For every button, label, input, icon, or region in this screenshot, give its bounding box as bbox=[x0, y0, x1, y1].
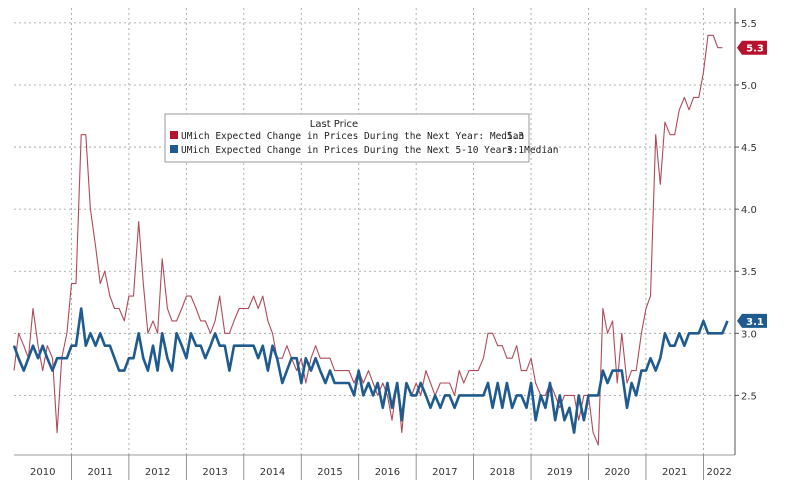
x-year-label: 2016 bbox=[375, 467, 400, 478]
y-tick-label: 5.0 bbox=[741, 81, 757, 92]
legend: Last Price UMich Expected Change in Pric… bbox=[164, 113, 559, 163]
y-axis: 2.5 3.0 3.5 4.0 4.5 5.0 5.5 bbox=[14, 8, 757, 456]
x-year-label: 2018 bbox=[490, 467, 515, 478]
y-tick-label: 5.5 bbox=[741, 19, 757, 30]
x-year-label: 2015 bbox=[317, 467, 342, 478]
y-tick-label: 3.5 bbox=[741, 267, 757, 278]
badge-5-10-years-value: 3.1 bbox=[746, 317, 764, 328]
x-axis-year-labels: 2010 2011 2012 2013 2014 2015 2016 2017 2018 2019… bbox=[30, 467, 732, 478]
legend-swatch-next-year bbox=[170, 131, 178, 139]
x-year-label: 2020 bbox=[605, 467, 630, 478]
series-next-year-line bbox=[13, 34, 723, 446]
x-year-label: 2014 bbox=[260, 467, 285, 478]
year-separators bbox=[71, 455, 704, 480]
legend-box bbox=[164, 113, 530, 163]
y-tick-label: 2.5 bbox=[741, 391, 757, 402]
badge-next-year-value: 5.3 bbox=[746, 44, 764, 55]
badge-next-year bbox=[737, 40, 767, 55]
x-year-label: 2017 bbox=[432, 467, 457, 478]
series-lines bbox=[12, 34, 729, 446]
x-year-label: 2022 bbox=[706, 467, 731, 478]
legend-value-5-10-years: 3.1 bbox=[507, 145, 524, 156]
y-tick-label: 4.0 bbox=[741, 205, 757, 216]
x-year-label: 2011 bbox=[87, 467, 112, 478]
legend-value-next-year: 5.3 bbox=[507, 131, 524, 142]
badge-5-10-years bbox=[737, 313, 767, 328]
x-year-label: 2013 bbox=[202, 467, 227, 478]
x-year-label: 2021 bbox=[662, 467, 687, 478]
y-tick-label: 4.5 bbox=[741, 143, 757, 154]
series-5-10-years-line bbox=[12, 307, 729, 434]
y-tick-label: 3.0 bbox=[741, 329, 757, 340]
legend-swatch-5-10-years bbox=[170, 145, 178, 153]
x-year-label: 2019 bbox=[547, 467, 572, 478]
last-value-badges: 5.3 3.1 bbox=[737, 40, 767, 328]
legend-title: Last Price bbox=[310, 119, 358, 130]
legend-label-5-10-years: UMich Expected Change in Prices During t… bbox=[181, 145, 559, 156]
x-year-label: 2010 bbox=[30, 467, 55, 478]
legend-label-next-year: UMich Expected Change in Prices During t… bbox=[181, 131, 524, 142]
x-year-label: 2012 bbox=[145, 467, 170, 478]
